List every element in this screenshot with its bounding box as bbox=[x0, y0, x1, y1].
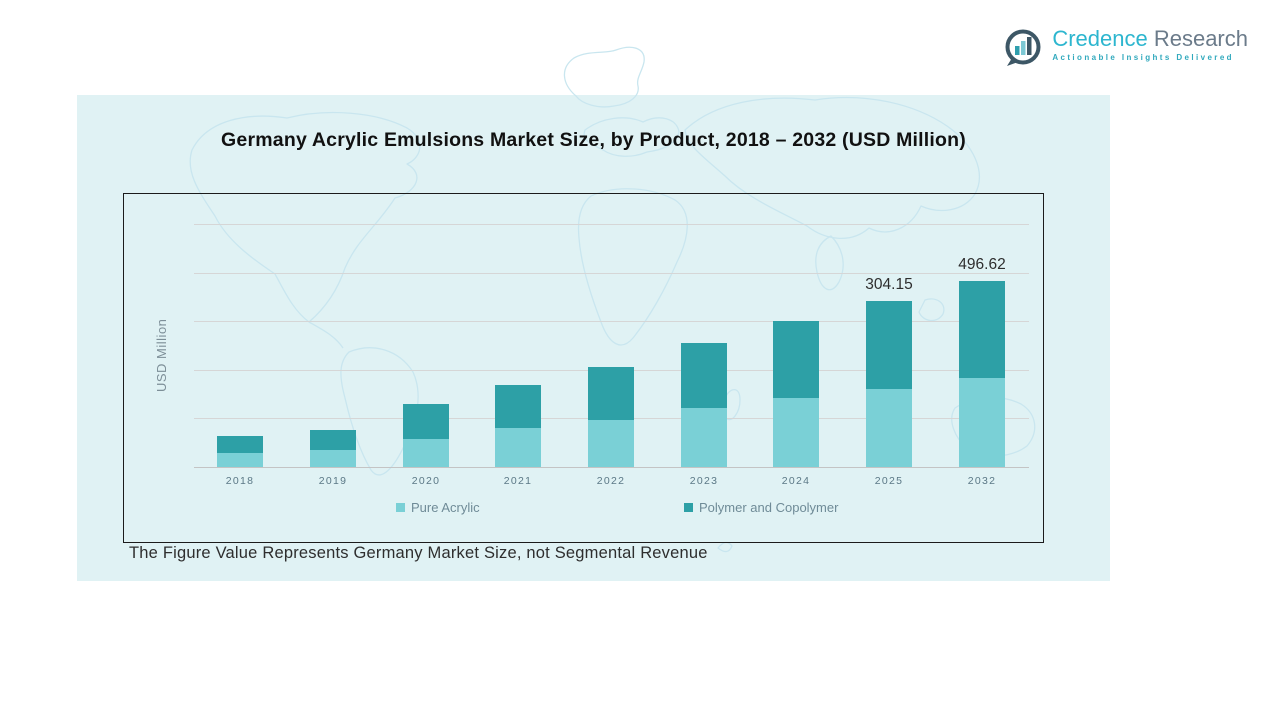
logo-brand-primary: Credence bbox=[1052, 26, 1148, 51]
bar-segment-polymer-and-copolymer bbox=[588, 367, 634, 420]
bar-segment-pure-acrylic bbox=[310, 450, 356, 467]
chart-title: Germany Acrylic Emulsions Market Size, b… bbox=[221, 129, 966, 151]
x-axis-tick-label: 2032 bbox=[967, 475, 997, 487]
bar-data-label: 496.62 bbox=[958, 256, 1006, 273]
bar-data-label: 304.15 bbox=[865, 276, 913, 293]
legend-label: Polymer and Copolymer bbox=[699, 500, 839, 515]
logo-text: Credence Research Actionable Insights De… bbox=[1052, 27, 1248, 63]
bar-segment-pure-acrylic bbox=[403, 439, 449, 467]
bar-segment-pure-acrylic bbox=[773, 398, 819, 467]
legend-entry: Polymer and Copolymer bbox=[684, 500, 838, 515]
y-axis-label: USD Million bbox=[154, 318, 169, 392]
bar-segment-pure-acrylic bbox=[588, 420, 634, 467]
x-axis-tick-label: 2018 bbox=[225, 475, 255, 487]
x-axis-tick-label: 2021 bbox=[503, 475, 533, 487]
bar-segment-polymer-and-copolymer bbox=[773, 321, 819, 398]
bar-segment-polymer-and-copolymer bbox=[866, 301, 912, 389]
bar-segment-polymer-and-copolymer bbox=[217, 436, 263, 453]
x-axis-tick-label: 2024 bbox=[781, 475, 811, 487]
chart-plot: USD Million Pure Acrylic Polymer and Copo… bbox=[123, 193, 1044, 543]
bar-segment-pure-acrylic bbox=[681, 408, 727, 467]
legend-swatch bbox=[684, 503, 693, 512]
gridline bbox=[194, 272, 1029, 274]
bar-segment-pure-acrylic bbox=[959, 378, 1005, 467]
legend-label: Pure Acrylic bbox=[411, 500, 480, 515]
bar-segment-polymer-and-copolymer bbox=[959, 281, 1005, 378]
x-axis-tick-label: 2020 bbox=[411, 475, 441, 487]
bar-segment-polymer-and-copolymer bbox=[495, 385, 541, 428]
bar-segment-polymer-and-copolymer bbox=[403, 404, 449, 439]
bar-segment-polymer-and-copolymer bbox=[681, 343, 727, 408]
bar-segment-pure-acrylic bbox=[217, 453, 263, 467]
logo-tagline: Actionable Insights Delivered bbox=[1052, 53, 1234, 62]
x-axis-tick-label: 2023 bbox=[689, 475, 719, 487]
footnote: The Figure Value Represents Germany Mark… bbox=[129, 544, 708, 562]
bar-segment-pure-acrylic bbox=[495, 428, 541, 467]
x-axis-tick-label: 2025 bbox=[874, 475, 904, 487]
x-axis-tick-label: 2019 bbox=[318, 475, 348, 487]
x-axis-line bbox=[194, 467, 1029, 468]
logo: Credence Research Actionable Insights De… bbox=[1002, 27, 1248, 69]
logo-brand-secondary: Research bbox=[1147, 26, 1248, 51]
bar-segment-pure-acrylic bbox=[866, 389, 912, 467]
chart-area: Germany Acrylic Emulsions Market Size, b… bbox=[77, 95, 1110, 581]
logo-brand: Credence Research bbox=[1052, 27, 1248, 51]
legend-swatch bbox=[396, 503, 405, 512]
bar-segment-polymer-and-copolymer bbox=[310, 430, 356, 450]
x-axis-tick-label: 2022 bbox=[596, 475, 626, 487]
gridline bbox=[194, 224, 1029, 225]
logo-icon bbox=[1005, 29, 1041, 66]
legend-entry: Pure Acrylic bbox=[396, 500, 480, 515]
